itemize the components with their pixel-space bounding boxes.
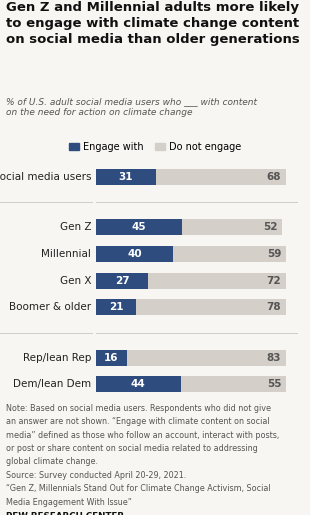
Text: Gen X: Gen X bbox=[60, 276, 91, 286]
Text: % of U.S. adult social media users who ___ with content
on the need for action o: % of U.S. adult social media users who _… bbox=[6, 97, 257, 117]
Text: Gen Z and Millennial adults more likely
to engage with climate change content
on: Gen Z and Millennial adults more likely … bbox=[6, 1, 300, 46]
Text: media” defined as those who follow an account, interact with posts,: media” defined as those who follow an ac… bbox=[6, 431, 279, 440]
Text: 59: 59 bbox=[267, 249, 281, 259]
Bar bbox=[96, 299, 136, 315]
Text: 27: 27 bbox=[115, 276, 129, 286]
Text: Note: Based on social media users. Respondents who did not give: Note: Based on social media users. Respo… bbox=[6, 404, 271, 413]
Bar bbox=[136, 299, 286, 315]
Text: 72: 72 bbox=[267, 276, 281, 286]
Text: 21: 21 bbox=[109, 302, 123, 312]
Text: Source: Survey conducted April 20-29, 2021.: Source: Survey conducted April 20-29, 20… bbox=[6, 471, 186, 480]
Text: Boomer & older: Boomer & older bbox=[9, 302, 91, 312]
Text: 68: 68 bbox=[267, 172, 281, 182]
Text: global climate change.: global climate change. bbox=[6, 457, 98, 467]
Bar bbox=[96, 272, 148, 289]
Text: “Gen Z, Millennials Stand Out for Climate Change Activism, Social: “Gen Z, Millennials Stand Out for Climat… bbox=[6, 484, 271, 493]
Text: Millennial: Millennial bbox=[41, 249, 91, 259]
Bar bbox=[127, 350, 286, 366]
Bar bbox=[96, 376, 180, 392]
Text: an answer are not shown. “Engage with climate content on social: an answer are not shown. “Engage with cl… bbox=[6, 417, 270, 426]
Text: PEW RESEARCH CENTER: PEW RESEARCH CENTER bbox=[6, 512, 124, 515]
Legend: Engage with, Do not engage: Engage with, Do not engage bbox=[69, 142, 241, 152]
Bar bbox=[173, 246, 286, 262]
Text: 44: 44 bbox=[131, 380, 146, 389]
Text: Rep/lean Rep: Rep/lean Rep bbox=[23, 353, 91, 363]
Bar bbox=[96, 169, 156, 185]
Text: 31: 31 bbox=[119, 172, 133, 182]
Bar bbox=[96, 219, 183, 235]
Text: 40: 40 bbox=[127, 249, 142, 259]
Text: or post or share content on social media related to addressing: or post or share content on social media… bbox=[6, 444, 258, 453]
Bar bbox=[148, 272, 286, 289]
Bar bbox=[96, 246, 173, 262]
Bar bbox=[156, 169, 286, 185]
Text: 52: 52 bbox=[263, 222, 277, 232]
Bar bbox=[96, 350, 127, 366]
Bar bbox=[183, 219, 282, 235]
Text: 16: 16 bbox=[104, 353, 119, 363]
Text: 83: 83 bbox=[267, 353, 281, 363]
Text: Dem/lean Dem: Dem/lean Dem bbox=[13, 380, 91, 389]
Text: Social media users: Social media users bbox=[0, 172, 91, 182]
Bar bbox=[180, 376, 286, 392]
Text: Gen Z: Gen Z bbox=[60, 222, 91, 232]
Text: Media Engagement With Issue”: Media Engagement With Issue” bbox=[6, 497, 132, 507]
Text: 55: 55 bbox=[267, 380, 281, 389]
Text: 78: 78 bbox=[267, 302, 281, 312]
Text: 45: 45 bbox=[132, 222, 147, 232]
